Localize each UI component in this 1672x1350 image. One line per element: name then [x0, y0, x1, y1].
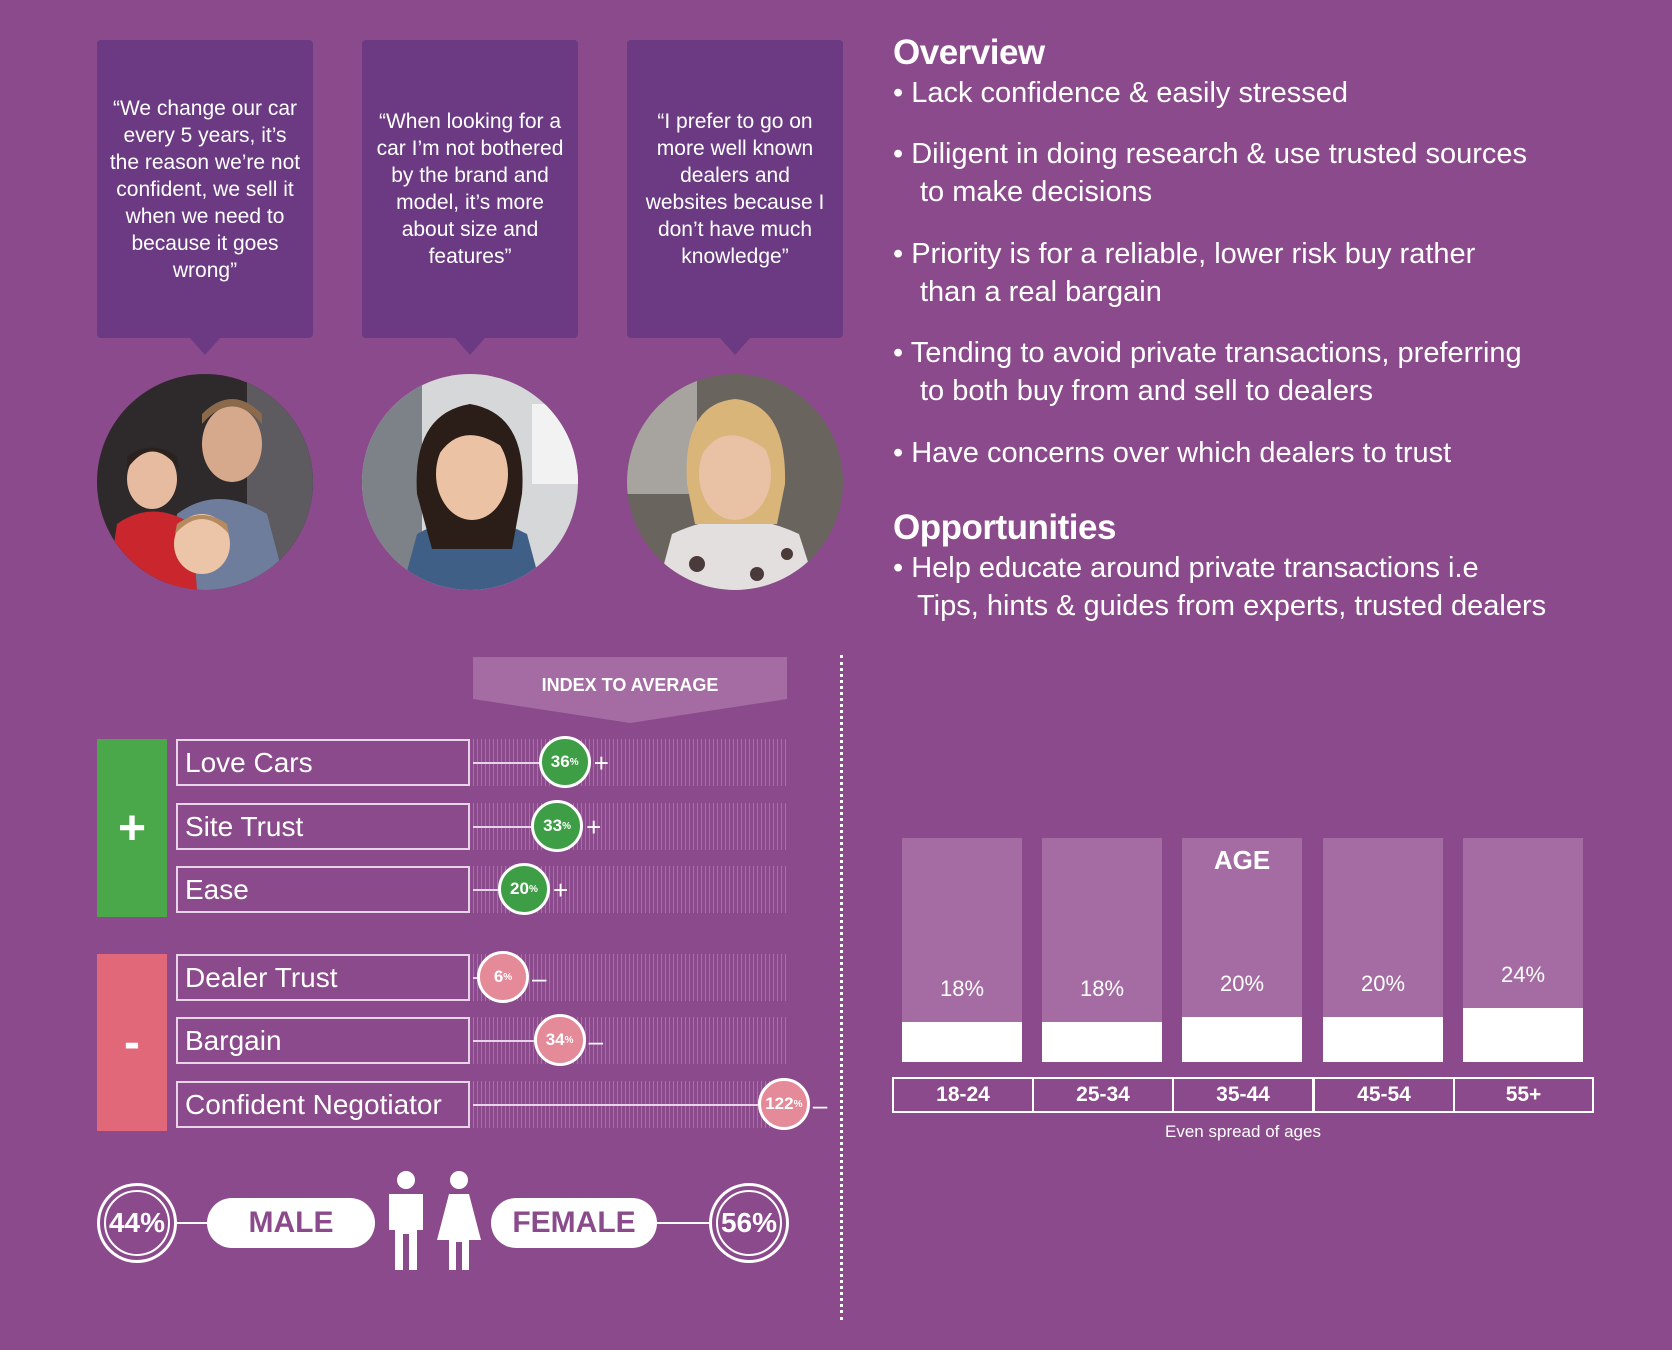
index-value-dot: 36% — [538, 736, 591, 788]
index-value: 122 — [765, 1094, 794, 1113]
vertical-divider — [840, 655, 843, 1320]
quote-bubble-1: “We change our car every 5 years, it’s t… — [97, 40, 313, 355]
index-value: 20 — [510, 879, 529, 898]
age-bar — [902, 1021, 1022, 1062]
female-percent-badge: 56% — [709, 1183, 789, 1263]
index-value-dot: 122% — [757, 1078, 810, 1130]
index-value-percent: % — [569, 756, 579, 768]
age-bar — [1182, 1017, 1302, 1062]
plus-sign: + — [552, 875, 569, 905]
negative-side-panel: - — [97, 954, 167, 1131]
index-value-percent: % — [503, 971, 513, 983]
quote-text-3: “I prefer to go on more well known deale… — [645, 110, 825, 268]
quote-bubble-3: “I prefer to go on more well known deale… — [627, 40, 843, 355]
opportunities-title: Opportunities — [893, 508, 1116, 547]
age-category-label: 25-34 — [1032, 1077, 1174, 1113]
index-leader-line — [473, 1040, 534, 1042]
overview-bullet-2: • Diligent in doing research & use trust… — [893, 138, 1527, 208]
minus-icon: - — [124, 1016, 140, 1069]
index-value: 33 — [543, 816, 563, 835]
index-header: INDEX TO AVERAGE — [473, 657, 787, 723]
age-chart-caption: Even spread of ages — [1165, 1122, 1321, 1141]
age-category-label: 55+ — [1453, 1077, 1594, 1113]
age-bar-value: 20% — [1360, 971, 1406, 997]
index-value-percent: % — [564, 1034, 574, 1046]
index-value: 6 — [493, 967, 504, 986]
quote-text-1: “We change our car every 5 years, it’s t… — [109, 96, 301, 282]
plus-sign: + — [586, 812, 602, 842]
age-category-label: 45-54 — [1313, 1077, 1455, 1113]
overview-bullet-5: • Have concerns over which dealers to tr… — [893, 437, 1452, 469]
index-leader-line — [473, 889, 498, 891]
index-label-dealer-trust: Dealer Trust — [176, 954, 470, 1001]
plus-sign: + — [593, 748, 609, 778]
age-bar-value: 18% — [1079, 975, 1125, 1001]
overview-title: Overview — [893, 33, 1045, 72]
female-label: FEMALE — [491, 1198, 657, 1248]
index-label-confident-negotiator: Confident Negotiator — [176, 1081, 470, 1128]
positive-side-panel: + — [97, 739, 167, 917]
minus-sign: – — [532, 963, 547, 993]
index-value-dot: 20% — [497, 863, 550, 915]
minus-sign: – — [812, 1090, 828, 1120]
overview-bullet-1: • Lack confidence & easily stressed — [893, 77, 1349, 109]
index-leader-line — [473, 977, 477, 979]
index-label-ease: Ease — [176, 866, 470, 913]
age-bar — [1042, 1021, 1162, 1062]
age-bar-value: 24% — [1500, 962, 1546, 988]
age-chart-title: AGE — [1213, 845, 1271, 875]
index-value-dot: 33% — [531, 800, 584, 852]
minus-sign: – — [588, 1026, 604, 1056]
opportunities-bullet: • Help educate around private transactio… — [893, 552, 1547, 622]
persona-photo-woman-car — [362, 374, 578, 590]
index-label-love-cars: Love Cars — [176, 739, 470, 786]
male-connector — [175, 1222, 207, 1224]
index-label-bargain: Bargain — [176, 1017, 470, 1064]
persona-photo-family — [97, 374, 313, 590]
age-bar — [1463, 1008, 1583, 1062]
male-percent-badge: 44% — [97, 1183, 177, 1263]
male-figure-icon — [389, 1171, 423, 1270]
age-bar-value: 18% — [939, 975, 985, 1001]
index-leader-line — [473, 1104, 758, 1106]
index-value: 34 — [545, 1030, 565, 1049]
female-connector — [657, 1222, 709, 1224]
index-value-dot: 6% — [477, 951, 529, 1003]
persona-photo-woman-home — [627, 374, 843, 590]
index-value-percent: % — [528, 883, 538, 895]
index-value-dot: 34% — [533, 1014, 586, 1066]
quote-bubble-2: “When looking for a car I’m not bothered… — [362, 40, 578, 355]
plus-icon: + — [117, 801, 147, 855]
index-label-site-trust: Site Trust — [176, 803, 470, 850]
index-leader-line — [473, 762, 539, 764]
overview-bullet-3: • Priority is for a reliable, lower risk… — [893, 238, 1476, 308]
quote-text-2: “When looking for a car I’m not bothered… — [376, 110, 564, 268]
index-leader-line — [473, 826, 532, 828]
female-figure-icon — [437, 1171, 481, 1270]
age-category-label: 35-44 — [1172, 1077, 1314, 1113]
index-value: 36 — [550, 752, 570, 771]
age-bar-value: 20% — [1219, 971, 1265, 997]
age-category-label: 18-24 — [892, 1077, 1034, 1113]
male-label: MALE — [207, 1198, 375, 1248]
index-value-percent: % — [562, 820, 571, 832]
overview-bullet-4: • Tending to avoid private transactions,… — [893, 337, 1522, 407]
index-value-percent: % — [793, 1098, 803, 1110]
age-bar — [1323, 1017, 1443, 1062]
